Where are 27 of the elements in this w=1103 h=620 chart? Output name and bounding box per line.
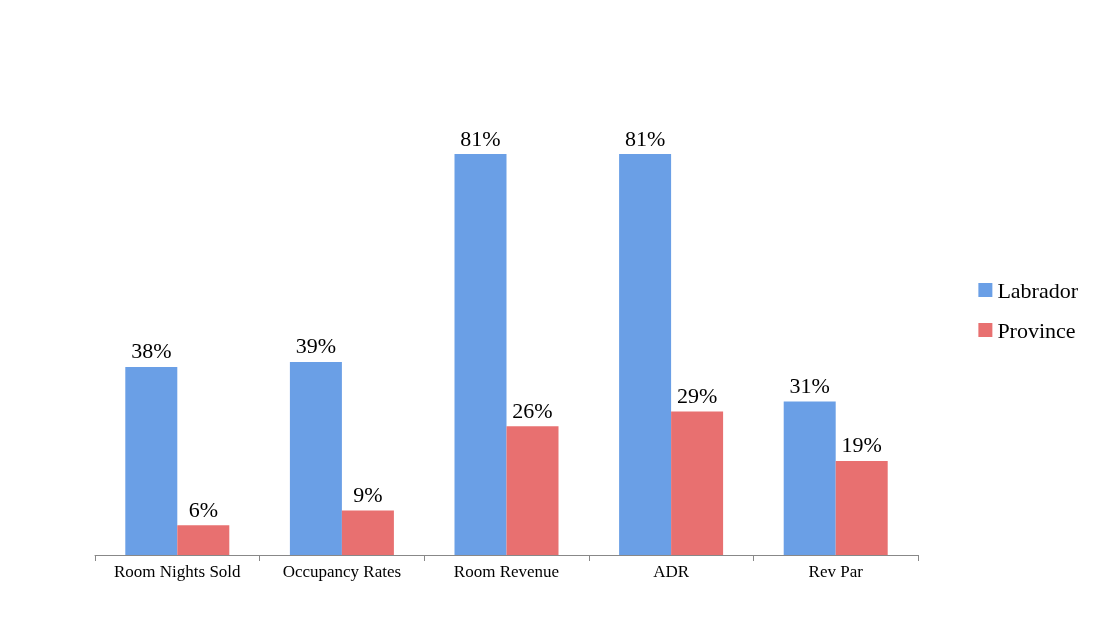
data-label: 39% [295, 333, 337, 359]
bar [835, 460, 888, 555]
data-label: 6% [188, 496, 218, 522]
x-tick-label: ADR [653, 562, 690, 581]
data-label: 26% [512, 397, 553, 423]
data-label: 9% [353, 481, 383, 507]
data-label: 19% [841, 432, 882, 458]
bar [454, 154, 507, 555]
bar [289, 361, 342, 555]
legend-label: Province [997, 317, 1076, 343]
bar [506, 426, 559, 555]
data-label: 38% [131, 338, 172, 364]
bar [125, 366, 178, 555]
x-tick-label: Rev Par [808, 562, 864, 581]
x-tick-label: Room Revenue [453, 562, 560, 581]
x-tick-label: Occupancy Rates [282, 562, 402, 581]
bar [619, 154, 672, 555]
bar [671, 411, 724, 555]
bar [177, 525, 230, 555]
data-label: 31% [789, 373, 830, 399]
data-label: 29% [676, 382, 718, 408]
x-tick-label: Room Nights Sold [114, 562, 242, 581]
data-label: 81% [460, 125, 501, 151]
legend-label: Labrador [997, 277, 1079, 303]
data-label: 81% [624, 125, 666, 151]
bar [341, 510, 394, 555]
bar [783, 401, 836, 555]
